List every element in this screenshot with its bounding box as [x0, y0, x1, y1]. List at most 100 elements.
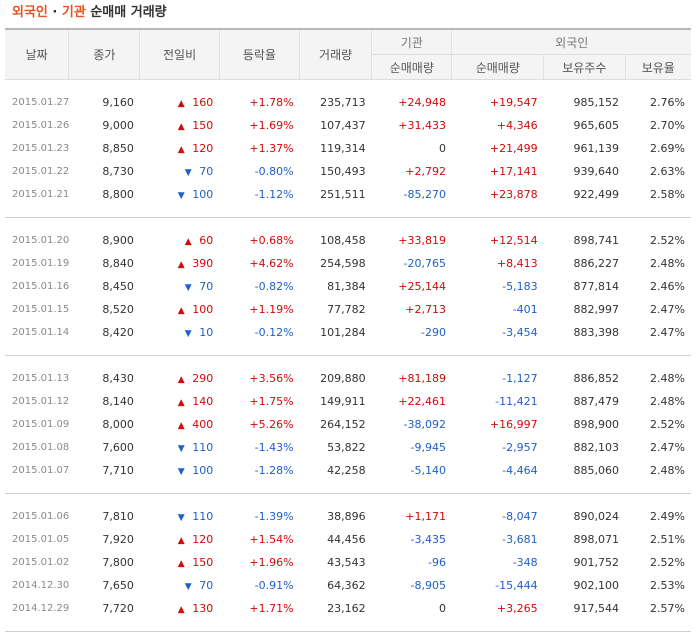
cell-close: 8,140 — [69, 390, 140, 413]
cell-date: 2015.01.05 — [5, 528, 69, 551]
down-arrow-icon: ▼ — [181, 283, 195, 293]
cell-close: 8,840 — [69, 252, 140, 275]
cell-pct: -1.12% — [219, 183, 299, 206]
cell-diff-value: 70 — [199, 165, 213, 178]
cell-foreign-ratio: 2.52% — [625, 551, 691, 574]
cell-foreign-net: +19,547 — [452, 91, 544, 114]
up-arrow-icon: ▲ — [174, 421, 188, 431]
cell-foreign-ratio: 2.58% — [625, 183, 691, 206]
cell-foreign-ratio: 2.47% — [625, 298, 691, 321]
title-institution: 기관 — [62, 5, 86, 20]
cell-institution-net: +2,713 — [372, 298, 452, 321]
cell-diff-value: 290 — [192, 372, 213, 385]
cell-institution-net: +24,948 — [372, 91, 452, 114]
cell-volume: 235,713 — [300, 91, 372, 114]
cell-date: 2015.01.08 — [5, 436, 69, 459]
cell-foreign-holdings: 922,499 — [544, 183, 625, 206]
cell-diff: ▼ 70 — [140, 574, 219, 597]
header-foreign-ratio: 보유율 — [625, 55, 691, 80]
up-arrow-icon: ▲ — [174, 559, 188, 569]
up-arrow-icon: ▲ — [174, 536, 188, 546]
cell-foreign-holdings: 961,139 — [544, 137, 625, 160]
cell-foreign-holdings: 886,227 — [544, 252, 625, 275]
cell-diff: ▼110 — [140, 505, 219, 528]
cell-diff: ▲150 — [140, 551, 219, 574]
cell-foreign-net: +12,514 — [452, 229, 544, 252]
cell-volume: 101,284 — [300, 321, 372, 344]
cell-foreign-holdings: 882,103 — [544, 436, 625, 459]
cell-diff: ▼110 — [140, 436, 219, 459]
cell-institution-net: -8,905 — [372, 574, 452, 597]
header-foreign-group: 외국인 — [452, 29, 691, 55]
cell-diff-value: 150 — [192, 119, 213, 132]
cell-pct: +1.96% — [219, 551, 299, 574]
title-separator: · — [48, 5, 62, 20]
cell-foreign-holdings: 965,605 — [544, 114, 625, 137]
header-date: 날짜 — [5, 29, 69, 80]
cell-volume: 38,896 — [300, 505, 372, 528]
cell-foreign-holdings: 939,640 — [544, 160, 625, 183]
cell-foreign-ratio: 2.52% — [625, 229, 691, 252]
cell-volume: 107,437 — [300, 114, 372, 137]
cell-foreign-net: -2,957 — [452, 436, 544, 459]
cell-foreign-holdings: 898,900 — [544, 413, 625, 436]
cell-date: 2015.01.21 — [5, 183, 69, 206]
cell-foreign-net: -5,183 — [452, 275, 544, 298]
cell-diff: ▲390 — [140, 252, 219, 275]
panel-title: 외국인 · 기관 순매매 거래량 — [0, 0, 697, 28]
cell-pct: -0.12% — [219, 321, 299, 344]
cell-institution-net: -3,435 — [372, 528, 452, 551]
title-foreign: 외국인 — [12, 5, 48, 20]
cell-foreign-net: +8,413 — [452, 252, 544, 275]
cell-diff-value: 160 — [192, 96, 213, 109]
cell-diff-value: 70 — [199, 579, 213, 592]
cell-date: 2015.01.06 — [5, 505, 69, 528]
cell-close: 9,000 — [69, 114, 140, 137]
header-pct: 등락율 — [219, 29, 299, 80]
cell-close: 7,920 — [69, 528, 140, 551]
cell-diff-value: 100 — [192, 188, 213, 201]
cell-institution-net: +1,171 — [372, 505, 452, 528]
cell-foreign-ratio: 2.53% — [625, 574, 691, 597]
cell-volume: 209,880 — [300, 367, 372, 390]
header-institution-group: 기관 — [372, 29, 452, 55]
cell-pct: +0.68% — [219, 229, 299, 252]
cell-foreign-net: +23,878 — [452, 183, 544, 206]
cell-foreign-holdings: 882,997 — [544, 298, 625, 321]
cell-diff: ▲160 — [140, 91, 219, 114]
cell-institution-net: +31,433 — [372, 114, 452, 137]
cell-diff: ▲ 120 — [140, 528, 219, 551]
down-arrow-icon: ▼ — [181, 582, 195, 592]
cell-institution-net: +22,461 — [372, 390, 452, 413]
cell-diff-value: 120 — [192, 142, 213, 155]
cell-institution-net: -96 — [372, 551, 452, 574]
cell-date: 2014.12.30 — [5, 574, 69, 597]
cell-diff: ▼70 — [140, 275, 219, 298]
cell-diff-value: 140 — [192, 395, 213, 408]
cell-diff-value: 120 — [192, 533, 213, 546]
cell-close: 8,730 — [69, 160, 140, 183]
cell-close: 8,520 — [69, 298, 140, 321]
cell-date: 2015.01.09 — [5, 413, 69, 436]
cell-date: 2015.01.07 — [5, 459, 69, 482]
cell-close: 8,430 — [69, 367, 140, 390]
cell-volume: 254,598 — [300, 252, 372, 275]
trading-table: 날짜 종가 전일비 등락율 거래량 기관 외국인 순매매량 순매매량 보유주수 … — [5, 28, 691, 632]
cell-diff: ▲140 — [140, 390, 219, 413]
cell-diff-value: 400 — [192, 418, 213, 431]
cell-date: 2015.01.27 — [5, 91, 69, 114]
cell-pct: -1.43% — [219, 436, 299, 459]
cell-foreign-ratio: 2.76% — [625, 91, 691, 114]
cell-date: 2015.01.26 — [5, 114, 69, 137]
cell-close: 8,450 — [69, 275, 140, 298]
cell-diff: ▼100 — [140, 459, 219, 482]
